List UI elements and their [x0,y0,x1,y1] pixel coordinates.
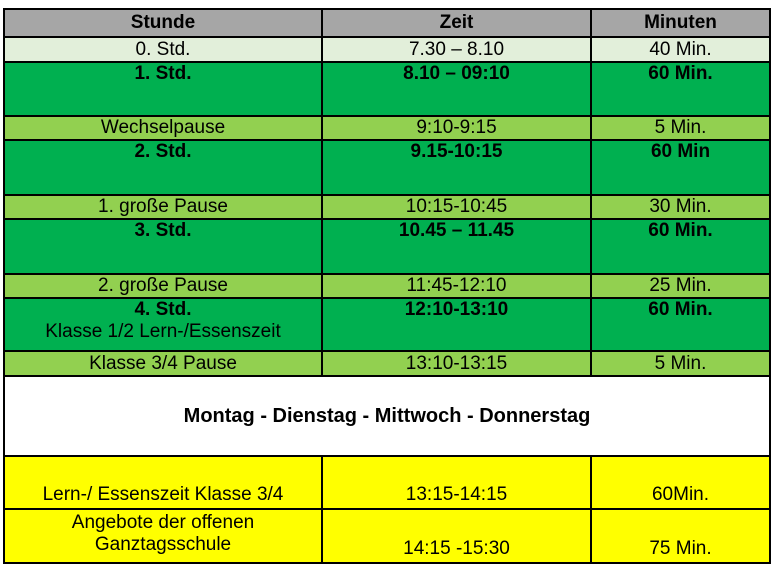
minuten-cell: 25 Min. [590,275,771,297]
zeit-cell: 10.45 – 11.45 [321,220,590,273]
minuten-cell: 60 Min. [590,63,771,115]
stunde-line1: Angebote der offenen [71,512,255,533]
table-row: 2. große Pause 11:45-12:10 25 Min. [3,275,771,299]
minuten-cell: 60 Min. [590,220,771,273]
header-row: Stunde Zeit Minuten [3,8,771,38]
minuten-cell: 60Min. [590,457,771,508]
zeit-cell: 13:15-14:15 [321,457,590,508]
table-row: 1. Std. 8.10 – 09:10 60 Min. [3,63,771,117]
zeit-cell: 14:15 -15:30 [321,510,590,562]
minuten-cell: 60 Min [590,141,771,194]
stunde-cell: 1. große Pause [3,196,321,218]
table-row: 1. große Pause 10:15-10:45 30 Min. [3,196,771,220]
table-row: 0. Std. 7.30 – 8.10 40 Min. [3,38,771,63]
stunde-cell: Lern-/ Essenszeit Klasse 3/4 [3,457,321,508]
table-row: 4. Std. Klasse 1/2 Lern-/Essenszeit 12:1… [3,299,771,352]
table-row: Angebote der offenen Ganztagsschule 14:1… [3,510,771,564]
weekday-banner: Montag - Dienstag - Mittwoch - Donnersta… [3,377,771,457]
header-stunde: Stunde [3,10,321,36]
zeit-cell: 9.15-10:15 [321,141,590,194]
stunde-cell: 1. Std. [3,63,321,115]
stunde-cell: Wechselpause [3,117,321,139]
header-minuten: Minuten [590,10,771,36]
stunde-label: 4. Std. [134,299,192,320]
zeit-cell: 9:10-9:15 [321,117,590,139]
stunde-cell: 4. Std. Klasse 1/2 Lern-/Essenszeit [3,299,321,350]
stunde-cell: 3. Std. [3,220,321,273]
stunde-cell: Angebote der offenen Ganztagsschule [3,510,321,562]
table-row: Wechselpause 9:10-9:15 5 Min. [3,117,771,141]
zeit-cell: 8.10 – 09:10 [321,63,590,115]
zeit-cell: 12:10-13:10 [321,299,590,350]
minuten-cell: 30 Min. [590,196,771,218]
minuten-cell: 5 Min. [590,352,771,375]
table-row: 3. Std. 10.45 – 11.45 60 Min. [3,220,771,275]
zeit-cell: 13:10-13:15 [321,352,590,375]
table-row: Lern-/ Essenszeit Klasse 3/4 13:15-14:15… [3,457,771,510]
header-zeit: Zeit [321,10,590,36]
stunde-cell: 2. Std. [3,141,321,194]
minuten-cell: 60 Min. [590,299,771,350]
zeit-cell: 11:45-12:10 [321,275,590,297]
minuten-cell: 5 Min. [590,117,771,139]
stunde-sublabel: Klasse 1/2 Lern-/Essenszeit [45,321,281,342]
zeit-cell: 7.30 – 8.10 [321,38,590,61]
stunde-cell: 2. große Pause [3,275,321,297]
minuten-cell: 75 Min. [590,510,771,562]
stunde-cell: 0. Std. [3,38,321,61]
table-row: Klasse 3/4 Pause 13:10-13:15 5 Min. [3,352,771,377]
table-row: 2. Std. 9.15-10:15 60 Min [3,141,771,196]
stunde-cell: Klasse 3/4 Pause [3,352,321,375]
stunde-line2: Ganztagsschule [94,534,232,555]
zeit-cell: 10:15-10:45 [321,196,590,218]
minuten-cell: 40 Min. [590,38,771,61]
